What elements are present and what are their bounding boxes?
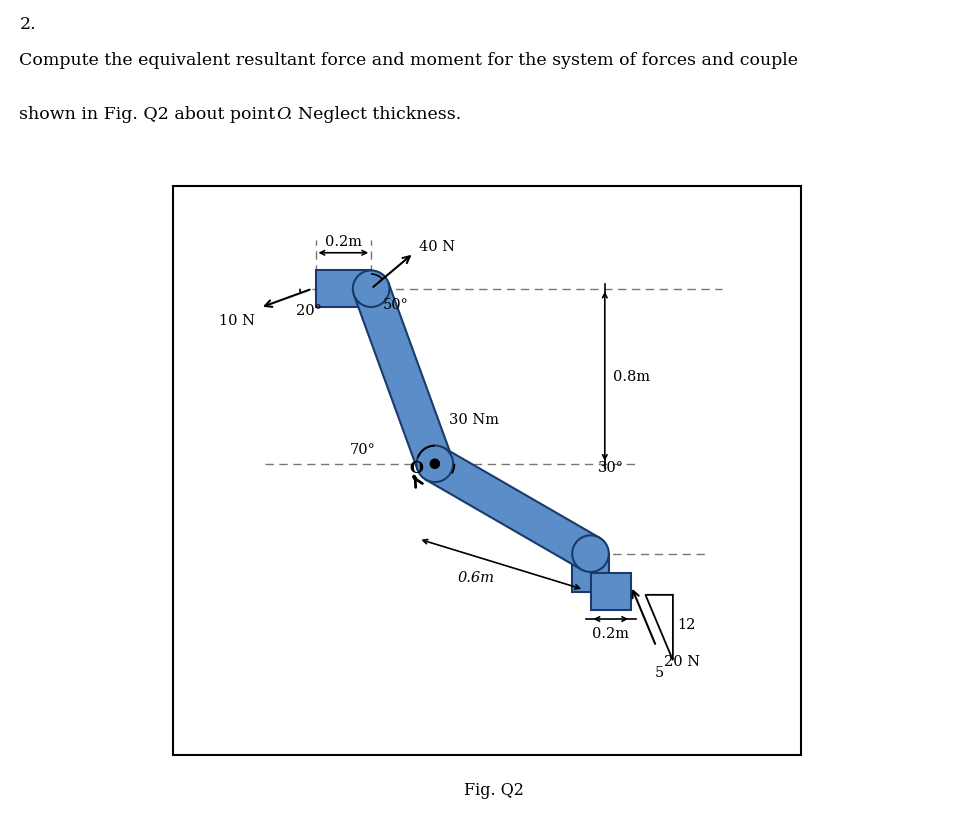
- Text: 40 N: 40 N: [419, 240, 455, 254]
- Text: 5: 5: [654, 666, 664, 680]
- Text: 0.6m: 0.6m: [458, 570, 495, 584]
- Text: 0.2m: 0.2m: [325, 234, 362, 248]
- Circle shape: [352, 271, 389, 308]
- Text: 30°: 30°: [598, 461, 624, 475]
- Text: 12: 12: [677, 618, 695, 632]
- Text: 20 N: 20 N: [664, 654, 700, 668]
- Text: . Neglect thickness.: . Neglect thickness.: [287, 106, 461, 122]
- Text: 0.8m: 0.8m: [613, 370, 650, 384]
- Text: 20°: 20°: [296, 304, 322, 318]
- Text: Compute the equivalent resultant force and moment for the system of forces and c: Compute the equivalent resultant force a…: [19, 52, 799, 69]
- Text: 2.: 2.: [19, 16, 36, 33]
- Text: 10 N: 10 N: [219, 313, 255, 327]
- Circle shape: [572, 536, 609, 572]
- Polygon shape: [316, 271, 371, 308]
- Polygon shape: [590, 574, 631, 610]
- Text: O: O: [276, 106, 290, 122]
- Polygon shape: [354, 283, 452, 471]
- Text: 70°: 70°: [350, 442, 376, 457]
- Circle shape: [430, 460, 439, 469]
- Circle shape: [416, 446, 453, 482]
- Polygon shape: [426, 448, 600, 570]
- Text: 50°: 50°: [383, 297, 408, 311]
- Text: Fig. Q2: Fig. Q2: [464, 781, 524, 798]
- Text: 30 Nm: 30 Nm: [449, 413, 499, 427]
- Text: 0.2m: 0.2m: [592, 626, 629, 640]
- Polygon shape: [572, 554, 609, 592]
- Text: shown in Fig. Q2 about point: shown in Fig. Q2 about point: [19, 106, 281, 122]
- Text: O: O: [409, 459, 423, 476]
